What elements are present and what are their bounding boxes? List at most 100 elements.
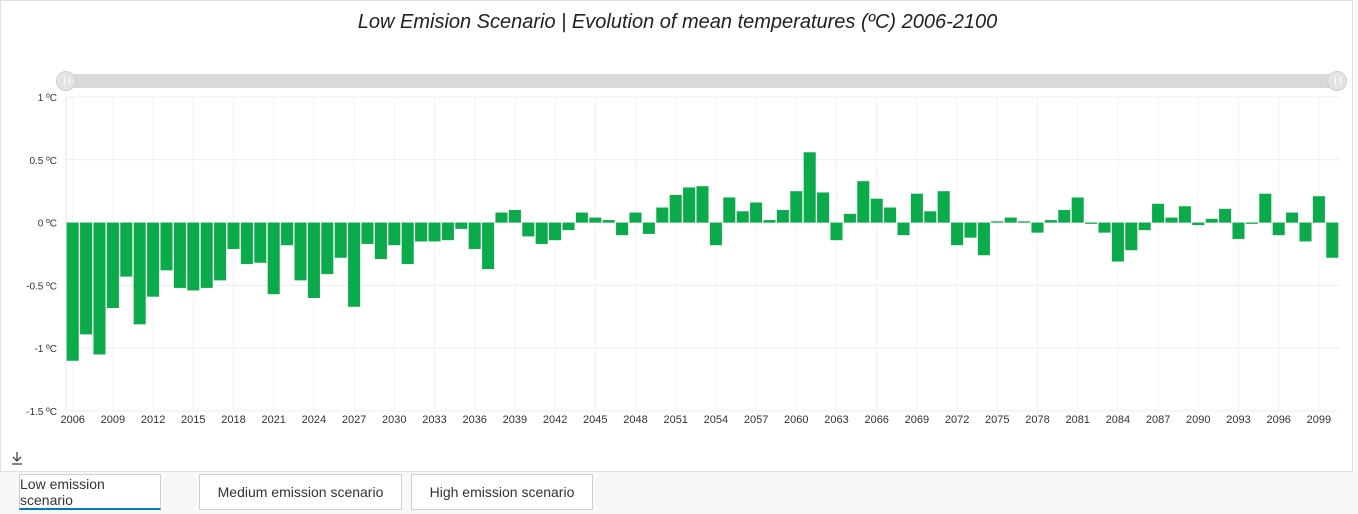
bar[interactable] (1259, 193, 1272, 223)
bar[interactable] (763, 220, 776, 223)
tab-high-emission[interactable]: High emission scenario (411, 474, 593, 510)
bar[interactable] (388, 222, 401, 246)
bar[interactable] (307, 222, 320, 298)
bar[interactable] (1058, 210, 1071, 223)
bar[interactable] (1018, 221, 1031, 223)
bar[interactable] (428, 222, 441, 242)
bar[interactable] (575, 212, 588, 223)
bar[interactable] (1071, 197, 1084, 223)
bar[interactable] (884, 207, 897, 223)
bar[interactable] (468, 222, 481, 249)
bar[interactable] (187, 222, 200, 291)
bar[interactable] (415, 222, 428, 242)
range-slider-track[interactable] (58, 74, 1346, 88)
bar[interactable] (227, 222, 240, 249)
range-slider-end-handle[interactable] (1327, 71, 1347, 91)
bar[interactable] (482, 222, 495, 270)
bar[interactable] (709, 222, 722, 246)
bar[interactable] (535, 222, 548, 244)
bar[interactable] (267, 222, 280, 295)
bar[interactable] (66, 222, 79, 361)
bar[interactable] (1111, 222, 1124, 262)
bar[interactable] (964, 222, 977, 238)
bar[interactable] (1192, 222, 1205, 226)
bar[interactable] (120, 222, 133, 277)
bar[interactable] (1085, 222, 1098, 224)
bar[interactable] (495, 212, 508, 223)
download-icon[interactable] (11, 451, 27, 467)
bar[interactable] (897, 222, 910, 236)
bar[interactable] (173, 222, 186, 288)
bar[interactable] (656, 207, 669, 223)
bar[interactable] (1286, 212, 1299, 223)
bar[interactable] (549, 222, 562, 241)
bar[interactable] (991, 221, 1004, 223)
bar[interactable] (696, 186, 709, 223)
bar[interactable] (294, 222, 307, 281)
bar[interactable] (562, 222, 575, 231)
bar[interactable] (736, 211, 749, 223)
bar[interactable] (441, 222, 454, 241)
tab-low-emission[interactable]: Low emission scenario (19, 474, 161, 510)
bar[interactable] (1004, 217, 1017, 223)
bar[interactable] (1205, 218, 1218, 223)
bar[interactable] (348, 222, 361, 307)
bar[interactable] (200, 222, 213, 288)
bar[interactable] (602, 220, 615, 223)
bar[interactable] (937, 191, 950, 223)
bar[interactable] (160, 222, 173, 271)
bar[interactable] (1044, 220, 1057, 223)
bar[interactable] (401, 222, 414, 265)
bar[interactable] (281, 222, 294, 246)
bar[interactable] (776, 210, 789, 223)
bar[interactable] (1326, 222, 1339, 258)
bar[interactable] (1299, 222, 1312, 242)
bar[interactable] (870, 198, 883, 223)
bar[interactable] (1125, 222, 1138, 251)
bar[interactable] (1031, 222, 1044, 233)
bar[interactable] (830, 222, 843, 241)
range-slider-start-handle[interactable] (56, 71, 76, 91)
bar[interactable] (1098, 222, 1111, 233)
bar[interactable] (843, 213, 856, 223)
bar[interactable] (508, 210, 521, 223)
bar[interactable] (455, 222, 468, 229)
bar[interactable] (1138, 222, 1151, 231)
bar[interactable] (1312, 196, 1325, 223)
bar[interactable] (723, 197, 736, 223)
bar[interactable] (214, 222, 227, 281)
bar[interactable] (80, 222, 93, 335)
bar[interactable] (147, 222, 160, 297)
bar[interactable] (254, 222, 267, 263)
tab-medium-emission[interactable]: Medium emission scenario (199, 474, 402, 510)
bar[interactable] (133, 222, 146, 325)
bar[interactable] (1232, 222, 1245, 239)
bar[interactable] (803, 152, 816, 223)
bar[interactable] (1178, 206, 1191, 223)
bar[interactable] (1272, 222, 1285, 236)
bar[interactable] (361, 222, 374, 244)
bar[interactable] (977, 222, 990, 256)
bar[interactable] (522, 222, 535, 237)
bar[interactable] (93, 222, 106, 355)
bar[interactable] (321, 222, 334, 275)
bar[interactable] (334, 222, 347, 258)
bar[interactable] (106, 222, 119, 309)
bar[interactable] (616, 222, 629, 236)
bar[interactable] (683, 187, 696, 223)
bar[interactable] (924, 211, 937, 223)
bar[interactable] (790, 191, 803, 223)
bar[interactable] (951, 222, 964, 246)
bar[interactable] (1152, 203, 1165, 223)
bar[interactable] (374, 222, 387, 260)
bar[interactable] (1165, 217, 1178, 223)
bar[interactable] (240, 222, 253, 265)
bar[interactable] (910, 193, 923, 223)
bar[interactable] (1219, 208, 1232, 223)
bar[interactable] (750, 202, 763, 223)
bar[interactable] (1245, 222, 1258, 224)
bar[interactable] (857, 181, 870, 223)
bar[interactable] (589, 217, 602, 223)
bar[interactable] (669, 194, 682, 223)
bar[interactable] (817, 192, 830, 223)
